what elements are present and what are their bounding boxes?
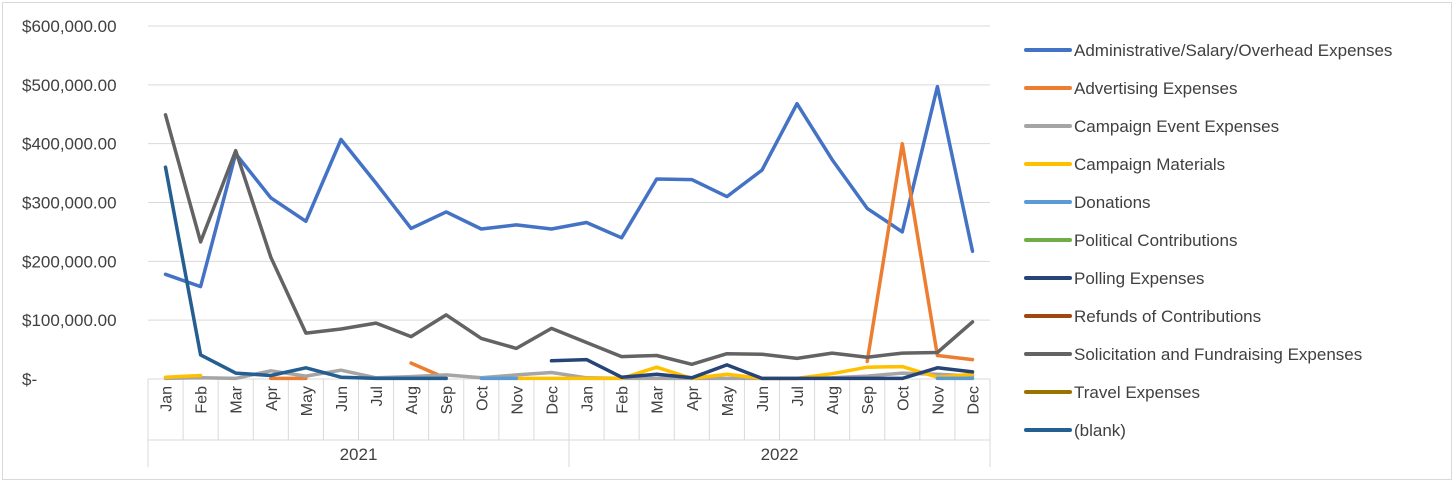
x-tick-label: Nov	[930, 386, 947, 414]
legend-label: Solicitation and Fundraising Expenses	[1074, 345, 1362, 364]
x-tick-label: Feb	[615, 386, 632, 414]
legend-label: Travel Expenses	[1074, 383, 1200, 402]
series-line	[514, 364, 975, 381]
year-group-label: 2022	[761, 445, 799, 464]
y-tick-label: $300,000.00	[22, 194, 117, 213]
y-tick-label: $400,000.00	[22, 135, 117, 154]
x-tick-label: Apr	[264, 385, 281, 411]
y-tick-label: $500,000.00	[22, 76, 117, 95]
series-lines	[163, 84, 975, 381]
x-tick-label: Mar	[229, 385, 246, 413]
series-line	[549, 357, 975, 381]
x-tick-label: Oct	[474, 385, 491, 410]
x-tick-label: Jul	[369, 386, 386, 406]
x-tick-label: Oct	[895, 385, 912, 410]
x-tick-label: Apr	[685, 385, 702, 411]
legend-label: Donations	[1074, 193, 1151, 212]
x-axis: Jan Feb Mar Apr May Jun Jul Aug Sep Oct Nov Dec Jan F…	[147, 379, 991, 467]
x-tick-label: Jan	[580, 386, 597, 412]
legend-label: Administrative/Salary/Overhead Expenses	[1074, 41, 1392, 60]
legend-label: Refunds of Contributions	[1074, 307, 1261, 326]
legend-label: Campaign Event Expenses	[1074, 117, 1279, 136]
series-line	[163, 84, 975, 289]
legend: Administrative/Salary/Overhead Expenses A…	[1024, 41, 1392, 440]
series-line	[163, 113, 975, 367]
year-group-label: 2021	[340, 445, 378, 464]
legend-label: Advertising Expenses	[1074, 79, 1237, 98]
legend-label: Political Contributions	[1074, 231, 1237, 250]
x-tick-label: Dec	[965, 386, 982, 414]
series-line	[865, 141, 975, 364]
x-tick-label: Feb	[194, 386, 211, 414]
series-line	[163, 373, 203, 379]
x-tick-label: May	[299, 386, 316, 416]
y-tick-label: $600,000.00	[22, 17, 117, 36]
legend-label: (blank)	[1074, 421, 1126, 440]
legend-label: Polling Expenses	[1074, 269, 1204, 288]
x-tick-label: Jun	[334, 386, 351, 412]
series-line	[163, 165, 448, 381]
x-tick-label: Sep	[439, 386, 456, 415]
x-tick-label: Nov	[509, 386, 526, 414]
y-tick-label: $-	[22, 370, 37, 389]
x-tick-label: May	[720, 386, 737, 416]
x-tick-label: Jul	[790, 386, 807, 406]
legend-label: Campaign Materials	[1074, 155, 1225, 174]
x-tick-label: Mar	[650, 385, 667, 413]
x-tick-label: Aug	[825, 386, 842, 414]
x-tick-label: Jun	[755, 386, 772, 412]
y-tick-label: $100,000.00	[22, 311, 117, 330]
y-axis-labels: $600,000.00 $500,000.00 $400,000.00 $300,00…	[22, 17, 117, 389]
x-tick-label: Jan	[159, 386, 176, 412]
y-tick-label: $200,000.00	[22, 252, 117, 271]
x-tick-label: Dec	[544, 386, 561, 414]
x-tick-label: Sep	[860, 386, 877, 415]
x-tick-label: Aug	[404, 386, 421, 414]
